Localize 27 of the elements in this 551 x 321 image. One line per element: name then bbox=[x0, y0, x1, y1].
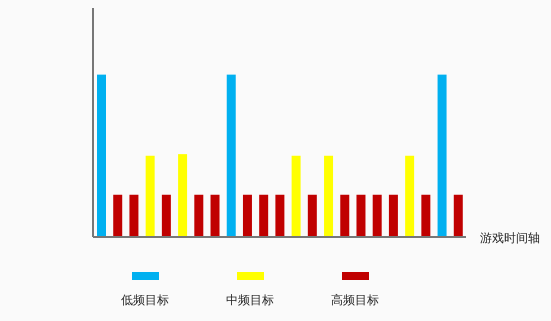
bar bbox=[454, 194, 463, 237]
bar bbox=[388, 194, 398, 237]
legend-label: 低频目标 bbox=[121, 292, 169, 309]
bar bbox=[421, 194, 430, 237]
bar bbox=[242, 194, 252, 237]
bar bbox=[97, 74, 106, 237]
bar bbox=[372, 194, 382, 237]
bar bbox=[438, 74, 447, 237]
bar bbox=[356, 194, 366, 237]
bar bbox=[113, 194, 122, 237]
legend-label: 高频目标 bbox=[331, 292, 379, 309]
bar bbox=[146, 156, 155, 237]
bar bbox=[405, 156, 414, 237]
legend-label: 中频目标 bbox=[226, 292, 274, 309]
bar bbox=[178, 154, 188, 237]
bar bbox=[275, 194, 284, 237]
bar bbox=[259, 194, 268, 237]
bar bbox=[324, 156, 334, 237]
bar bbox=[340, 194, 350, 237]
bar bbox=[292, 156, 301, 237]
x-axis-title: 游戏时间轴 bbox=[480, 230, 540, 247]
bar bbox=[162, 194, 171, 237]
bar bbox=[226, 74, 236, 237]
bar bbox=[129, 194, 138, 237]
bar bbox=[210, 194, 220, 237]
bar bbox=[194, 194, 204, 237]
bar bbox=[308, 194, 317, 237]
